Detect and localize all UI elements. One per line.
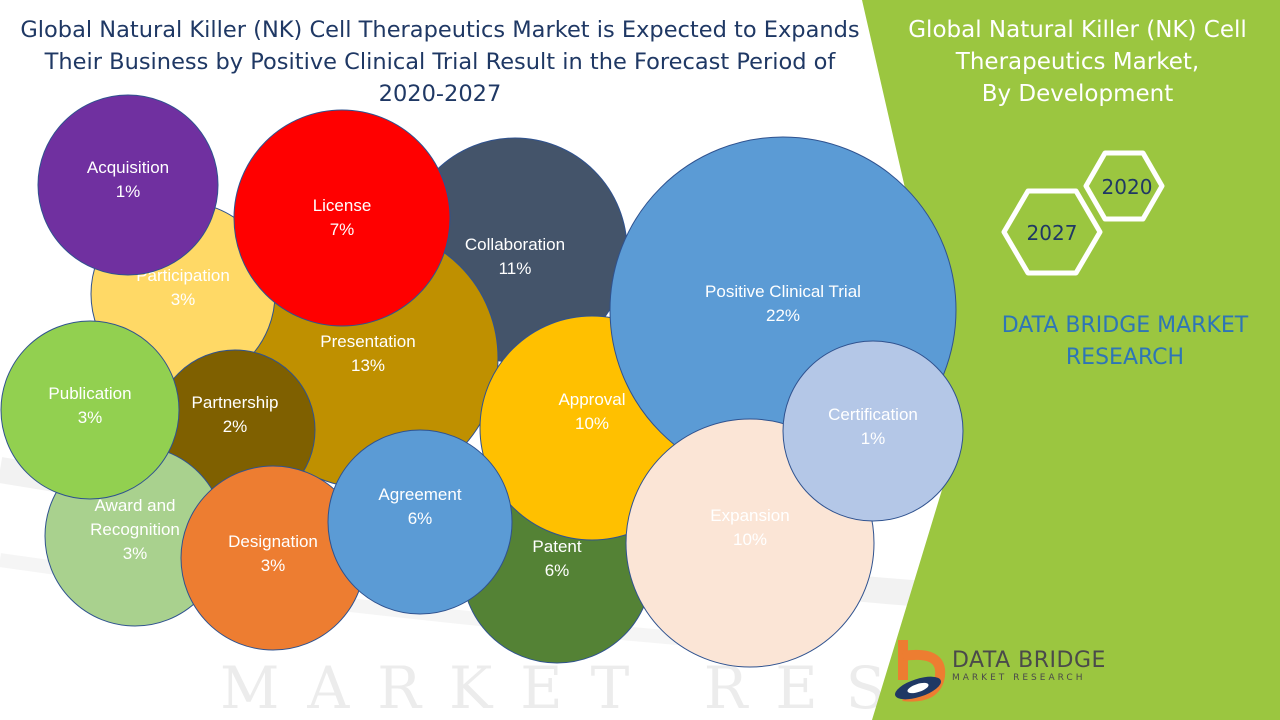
logo-name: DATA BRIDGE [952, 648, 1106, 673]
logo-text: DATA BRIDGE MARKET RESEARCH [952, 648, 1106, 683]
bubble-circle [37, 94, 219, 276]
bubble-label: Agreement [378, 485, 461, 504]
side-title-line: Global Natural Killer (NK) Cell [908, 17, 1247, 43]
bubble-value: 3% [261, 556, 286, 575]
bubble-value: 1% [116, 182, 141, 201]
bubble-value: 7% [330, 220, 355, 239]
bubble-value: 3% [123, 544, 148, 563]
bubble-label: License [313, 196, 372, 215]
bubble-value: 13% [351, 356, 385, 375]
bubble-circle [327, 429, 513, 615]
bubble-label: Partnership [192, 393, 279, 412]
bubbles-group: Collaboration 11% Presentation 13% Participa… [0, 94, 964, 668]
brand-line: DATA BRIDGE MARKET [1001, 313, 1249, 338]
bubble-label: Acquisition [87, 158, 169, 177]
bubble-value: 3% [171, 290, 196, 309]
year-2027: 2027 [1027, 221, 1078, 245]
bubble-designation: Designation 3% [180, 465, 366, 651]
bubble-label: Recognition [90, 520, 180, 539]
bubble-value: 6% [545, 561, 570, 580]
year-2020: 2020 [1102, 175, 1153, 199]
bubble-label: Collaboration [465, 235, 565, 254]
bubble-license: License 7% [233, 109, 451, 327]
side-panel [862, 0, 1280, 720]
bubble-value: 10% [733, 530, 767, 549]
brand-name: DATA BRIDGE MARKET RESEARCH [985, 310, 1265, 374]
bubble-circle [782, 340, 964, 522]
bubble-label: Designation [228, 532, 318, 551]
page-title: Global Natural Killer (NK) Cell Therapeu… [20, 17, 860, 107]
bubble-label: Award and [95, 496, 176, 515]
bubble-label: Presentation [320, 332, 415, 351]
bubble-circle [233, 109, 451, 327]
bubble-label: Positive Clinical Trial [705, 282, 861, 301]
hexagon-2027 [1001, 188, 1103, 276]
side-panel-title: Global Natural Killer (NK) Cell Therapeu… [895, 14, 1260, 110]
bubble-label: Patent [532, 537, 581, 556]
bubble-label: Publication [48, 384, 131, 403]
bubble-value: 3% [78, 408, 103, 427]
hexagon-2020 [1083, 150, 1165, 222]
logo-tagline: MARKET RESEARCH [952, 673, 1086, 683]
year-hexagons: 2020 2027 [1001, 150, 1165, 276]
bubble-label: Approval [558, 390, 625, 409]
bubble-label: Expansion [710, 506, 789, 525]
bubble-circle [0, 320, 180, 500]
bubble-value: 2% [223, 417, 248, 436]
bubble-value: 22% [766, 306, 800, 325]
bubble-value: 11% [499, 259, 532, 278]
bubble-value: 10% [575, 414, 609, 433]
bubble-certification: Certification 1% [782, 340, 964, 522]
side-title-line: Therapeutics Market, [955, 49, 1200, 75]
bubble-value: 6% [408, 509, 433, 528]
data-bridge-logo-icon [895, 640, 946, 702]
bubble-acquisition: Acquisition 1% [37, 94, 219, 276]
side-title-line: By Development [981, 81, 1174, 107]
brand-line: RESEARCH [1065, 345, 1185, 370]
bubble-label: Certification [828, 405, 918, 424]
bubble-agreement: Agreement 6% [327, 429, 513, 615]
bubble-publication: Publication 3% [0, 320, 180, 500]
bubble-label: Participation [136, 266, 230, 285]
bubble-value: 1% [861, 429, 886, 448]
